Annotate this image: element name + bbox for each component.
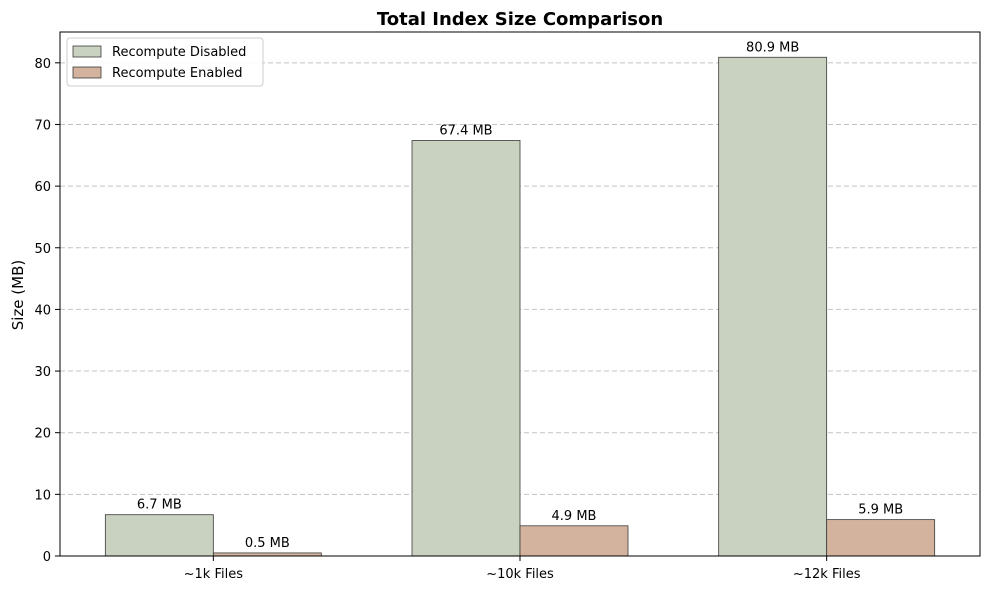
y-tick-label: 0 (43, 550, 51, 565)
bar-value-label: 4.9 MB (552, 509, 597, 524)
bar-value-label: 6.7 MB (137, 498, 182, 513)
bar-value-label: 80.9 MB (746, 40, 799, 55)
chart-title: Total Index Size Comparison (377, 9, 663, 30)
y-tick-label: 80 (34, 57, 51, 72)
bars (104, 56, 936, 557)
bar-recompute-enabled (519, 525, 629, 557)
bar-recompute-disabled (411, 140, 521, 557)
x-tick-label: ~1k Files (184, 567, 244, 582)
y-tick-label: 10 (34, 488, 51, 503)
y-tick-label: 30 (34, 365, 51, 380)
bar-recompute-enabled (826, 519, 936, 557)
bar-recompute-disabled (718, 56, 828, 557)
legend-swatch (72, 45, 102, 58)
x-tick-label: ~10k Files (486, 567, 554, 582)
y-tick-label: 40 (34, 303, 51, 318)
x-tick-label: ~12k Files (793, 567, 861, 582)
y-tick-label: 70 (34, 118, 51, 133)
legend-entry: Recompute Enabled (112, 66, 242, 81)
bar-recompute-disabled (104, 514, 214, 557)
axes: 0 10 20 30 40 50 60 70 80 ~1k Files ~10k Files ~12k… (34, 31, 981, 582)
bar-value-label: 0.5 MB (245, 536, 290, 551)
y-axis-label: Size (MB) (9, 260, 27, 331)
data-labels: 6.7 MB 0.5 MB 67.4 MB 4.9 MB 80.9 MB 5.9 MB (137, 40, 903, 551)
legend-swatch (72, 66, 102, 79)
plot-frame (59, 31, 981, 557)
y-tick-label: 50 (34, 242, 51, 257)
y-tick-label: 20 (34, 427, 51, 442)
bar-value-label: 5.9 MB (858, 503, 903, 518)
legend: Recompute Disabled Recompute Enabled (66, 37, 264, 87)
legend-box (66, 37, 264, 87)
legend-entry: Recompute Disabled (112, 45, 246, 60)
bar-value-label: 67.4 MB (439, 123, 492, 138)
y-tick-label: 60 (34, 180, 51, 195)
